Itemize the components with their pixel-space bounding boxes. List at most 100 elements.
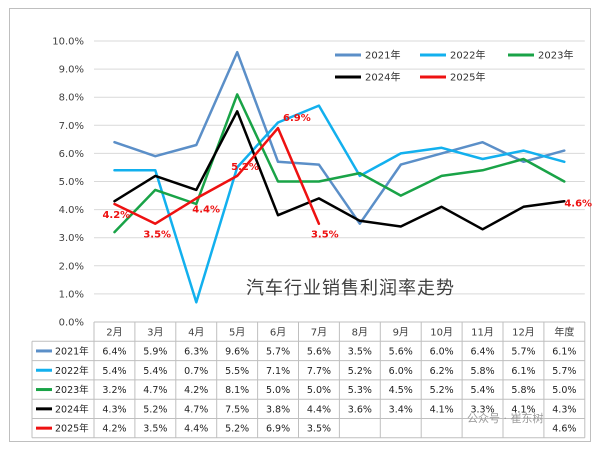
table-cell: 4.3% (102, 404, 126, 415)
table-cell: 5.2% (225, 424, 249, 435)
table-cell: 3.3% (470, 404, 494, 415)
chart-title: 汽车行业销售利润率走势 (246, 278, 455, 299)
data-label: 3.5% (143, 230, 171, 241)
y-tick-label: 8.0% (59, 93, 84, 104)
table-cell: 5.2% (143, 404, 167, 415)
legend: 2021年 2022年 2023年 2024年 2025年 (335, 49, 573, 84)
table-cell: 5.0% (266, 385, 290, 396)
table-cell: 6.0% (389, 366, 413, 377)
table-cell: 7.1% (266, 366, 290, 377)
x-tick-label: 7月 (311, 327, 327, 339)
table-cell: 3.2% (102, 385, 126, 396)
table-cell: 4.5% (389, 385, 413, 396)
row-label: 2023年 (55, 384, 89, 396)
y-tick-label: 2.0% (59, 261, 84, 272)
table-cell: 6.1% (511, 366, 535, 377)
table-cell: 0.7% (184, 366, 208, 377)
annotations: 4.2% 3.5% 4.4% 5.2% 6.9% 3.5% 4.6% (102, 113, 592, 241)
table-cell: 7.7% (307, 366, 331, 377)
table-cell: 4.7% (143, 385, 167, 396)
table-cell: 9.6% (225, 346, 249, 357)
x-tick-label: 12月 (512, 327, 535, 339)
legend-label: 2021年 (365, 49, 400, 62)
table-cell: 4.3% (552, 404, 576, 415)
y-tick-label: 6.0% (59, 149, 84, 160)
x-tick-label: 2月 (106, 327, 122, 339)
table-cell: 3.5% (307, 424, 331, 435)
chart-frame (9, 8, 591, 442)
table-cell: 5.2% (348, 366, 372, 377)
table-cell: 6.4% (102, 346, 126, 357)
table-cell: 5.0% (552, 385, 576, 396)
x-tick-label: 6月 (270, 327, 286, 339)
table-cell: 5.9% (143, 346, 167, 357)
table-cell: 3.5% (143, 424, 167, 435)
row-label: 2021年 (55, 345, 89, 357)
y-tick-label: 10.0% (52, 37, 84, 48)
row-label: 2024年 (55, 403, 89, 415)
legend-label: 2022年 (450, 49, 485, 62)
y-tick-label: 4.0% (59, 205, 84, 216)
x-tick-label: 9月 (393, 327, 409, 339)
table-cell: 5.4% (143, 366, 167, 377)
table-cell: 5.4% (470, 385, 494, 396)
table-cell: 3.4% (389, 404, 413, 415)
watermark: 公众号 · 崔东树 (467, 412, 544, 425)
table-cell: 4.1% (511, 404, 535, 415)
data-label: 4.6% (564, 199, 592, 210)
x-tick-label: 年度 (554, 326, 574, 339)
series-line-2021年 (113, 50, 566, 225)
table-cell: 5.8% (511, 385, 535, 396)
legend-label: 2025年 (450, 71, 485, 84)
table-cell: 6.1% (552, 346, 576, 357)
table-cell: 3.6% (348, 404, 372, 415)
y-tick-label: 5.0% (59, 177, 84, 188)
legend-label: 2023年 (538, 49, 573, 62)
data-table: 2月 3月 4月 5月 6月 7月 8月 9月 10月 11月 12月 年度 2021年 6.4% 5.9%… (31, 321, 586, 439)
x-tick-label: 8月 (352, 327, 368, 339)
data-label: 5.2% (231, 162, 259, 173)
data-label: 4.4% (192, 204, 220, 215)
table-cell: 8.1% (225, 385, 249, 396)
table-cell: 5.2% (430, 385, 454, 396)
data-label: 4.2% (102, 210, 130, 221)
data-label: 3.5% (311, 230, 339, 241)
table-cell: 4.6% (552, 424, 576, 435)
table-cell: 6.0% (430, 346, 454, 357)
table-cell: 5.5% (225, 366, 249, 377)
table-cell: 5.6% (389, 346, 413, 357)
table-cell: 6.4% (470, 346, 494, 357)
series-lines (113, 50, 566, 304)
table-cell: 3.5% (348, 346, 372, 357)
table-cell: 3.8% (266, 404, 290, 415)
legend-label: 2024年 (365, 71, 400, 84)
table-cell: 5.4% (102, 366, 126, 377)
series-line-2025年 (113, 126, 321, 225)
series-line-2023年 (113, 93, 566, 234)
table-cell: 5.7% (511, 346, 535, 357)
table-cell: 6.3% (184, 346, 208, 357)
table-cell: 5.6% (307, 346, 331, 357)
table-cell: 6.2% (430, 366, 454, 377)
row-label: 2022年 (55, 365, 89, 377)
table-cell: 5.3% (348, 385, 372, 396)
table-cell: 5.0% (307, 385, 331, 396)
x-tick-label: 10月 (430, 327, 453, 339)
table-cell: 5.8% (470, 366, 494, 377)
table-cell: 4.2% (102, 424, 126, 435)
y-axis-ticks: 0.0% 1.0% 2.0% 3.0% 4.0% 5.0% 6.0% 7.0% 8.0% 9.0%… (52, 37, 84, 329)
data-label: 6.9% (283, 113, 311, 124)
y-tick-label: 0.0% (59, 318, 84, 329)
table-cell: 4.2% (184, 385, 208, 396)
table-cell: 5.7% (552, 366, 576, 377)
x-tick-label: 5月 (229, 327, 245, 339)
y-tick-label: 9.0% (59, 65, 84, 76)
table-cell: 6.9% (266, 424, 290, 435)
table-cell: 5.7% (266, 346, 290, 357)
y-tick-label: 1.0% (59, 289, 84, 300)
table-cell: 4.7% (184, 404, 208, 415)
table-cell: 4.4% (184, 424, 208, 435)
x-tick-label: 4月 (188, 327, 204, 339)
x-tick-label: 11月 (471, 327, 494, 339)
table-cell: 7.5% (225, 404, 249, 415)
